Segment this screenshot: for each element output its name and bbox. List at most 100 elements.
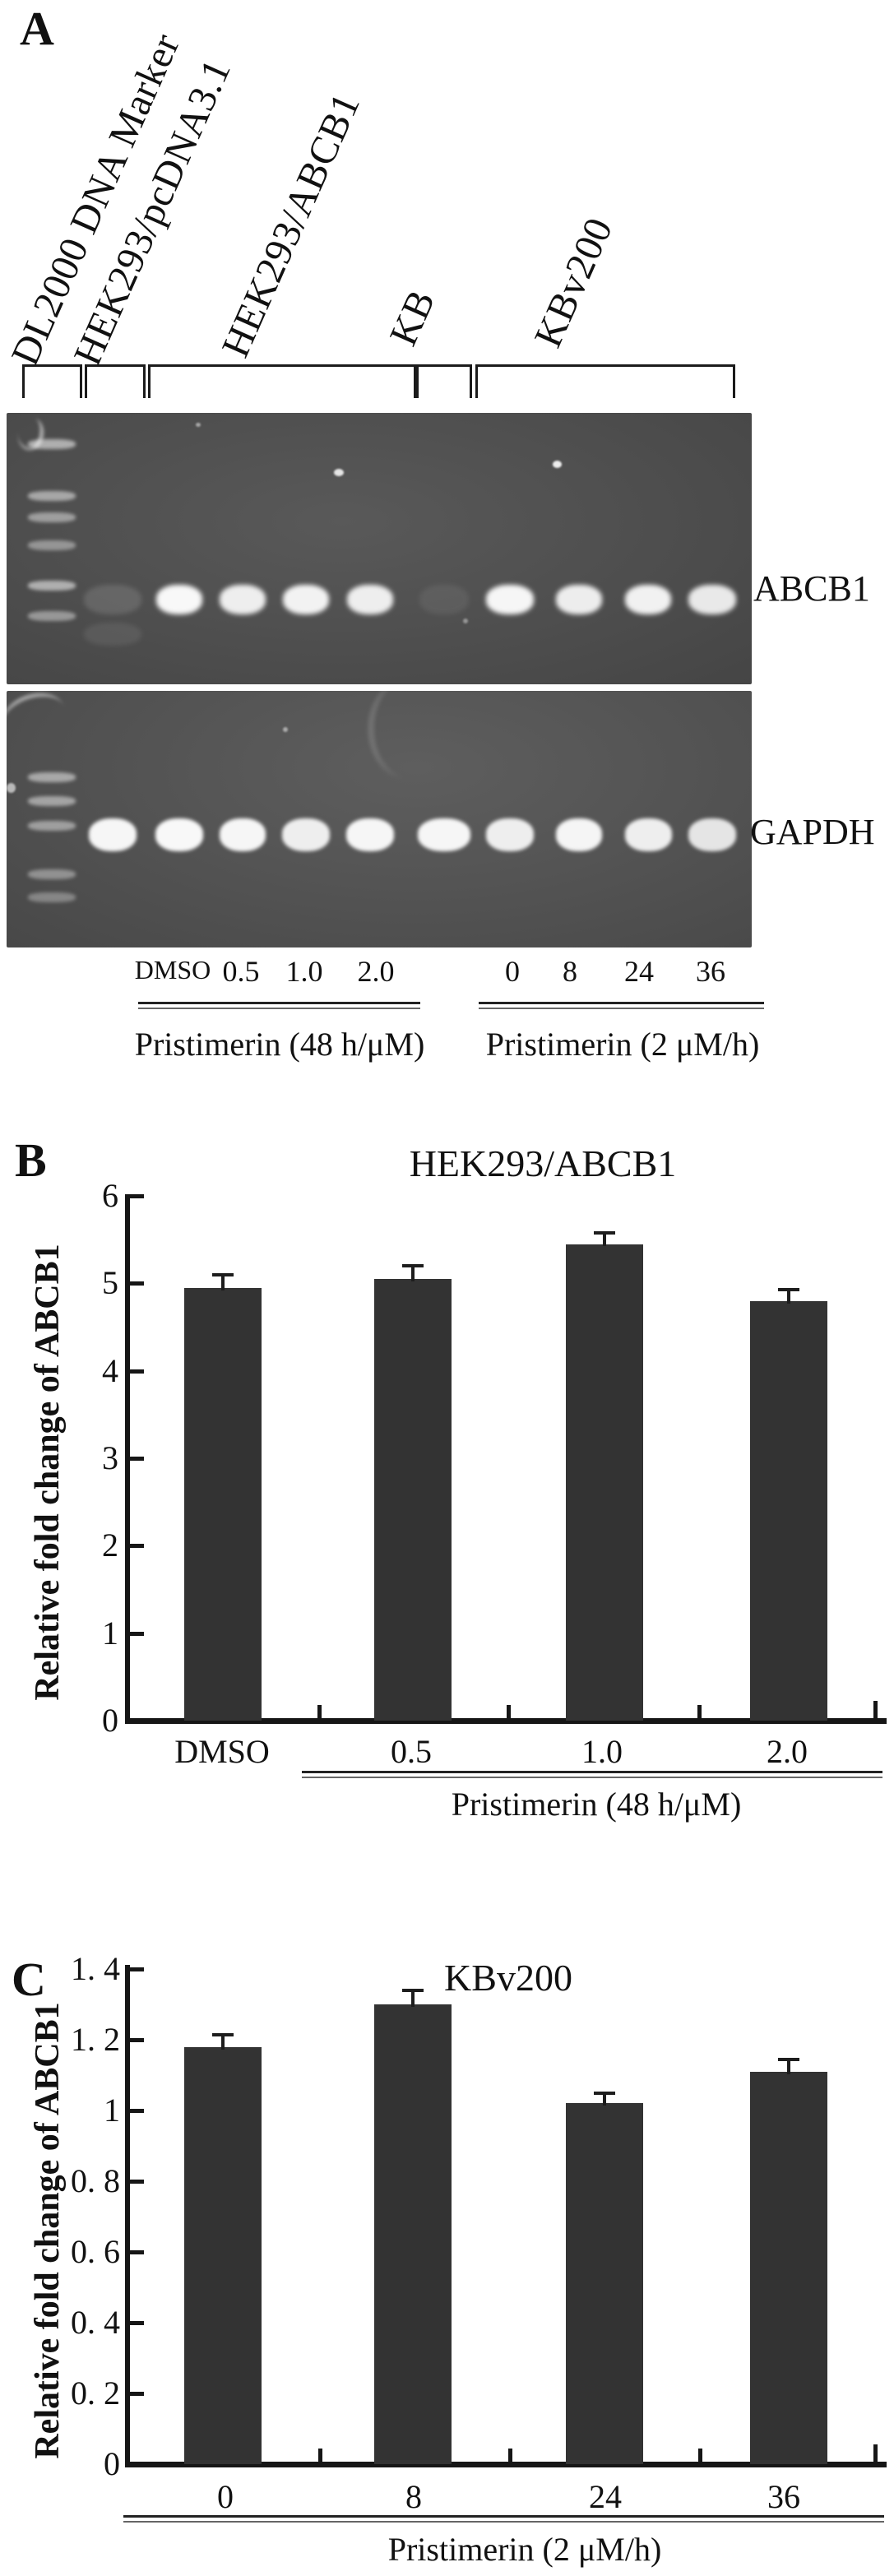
error-bar-stem xyxy=(221,2034,225,2050)
y-tick xyxy=(130,1369,144,1374)
y-tick xyxy=(130,2321,144,2325)
bar xyxy=(566,1244,643,1721)
ladder-band xyxy=(28,512,76,522)
x-category-label: DMSO xyxy=(174,1733,270,1770)
ladder-band xyxy=(28,540,76,550)
chart-b-x-axis-label: Pristimerin (48 h/μM) xyxy=(451,1786,742,1823)
gel-band xyxy=(556,818,602,851)
x-axis-end-tick xyxy=(873,2444,878,2462)
gel-band xyxy=(419,585,469,614)
treatment-underline xyxy=(479,1002,764,1009)
y-tick-label: 0. 4 xyxy=(71,2304,120,2341)
y-tick-label: 3 xyxy=(102,1439,118,1476)
gel-band-smear xyxy=(84,623,141,646)
error-bar-cap xyxy=(594,1230,615,1235)
x-category-label: 24 xyxy=(589,2478,622,2515)
gel-image-abcb1 xyxy=(7,413,752,684)
x-category-label: 2.0 xyxy=(767,1733,808,1770)
error-bar-stem xyxy=(603,1232,606,1247)
error-bar-stem xyxy=(411,1990,415,2007)
y-tick-label: 0 xyxy=(104,2445,120,2482)
ladder-band xyxy=(28,892,76,902)
gel-band xyxy=(89,818,137,851)
bar xyxy=(184,2046,262,2464)
gel-band xyxy=(624,818,672,851)
gel-band xyxy=(347,585,393,614)
y-axis xyxy=(125,1965,130,2467)
treatment-underline xyxy=(138,1002,420,1009)
y-tick-label: 0. 8 xyxy=(71,2162,120,2199)
y-tick xyxy=(130,1719,144,1723)
error-bar-stem xyxy=(603,2092,606,2106)
gel-speck xyxy=(463,619,468,623)
y-tick xyxy=(130,1281,144,1286)
y-tick-label: 0 xyxy=(102,1702,118,1739)
gel-band xyxy=(486,585,534,614)
lane-group-label-kbv200: KBv200 xyxy=(526,211,622,354)
ladder-band xyxy=(28,439,76,449)
y-tick-label: 5 xyxy=(102,1264,118,1302)
x-tick xyxy=(507,1705,511,1719)
gel-artifact xyxy=(368,691,447,778)
treatment-label-48h: Pristimerin (48 h/μM) xyxy=(134,1026,425,1063)
treatment-label-2um: Pristimerin (2 μM/h) xyxy=(485,1026,760,1063)
y-tick xyxy=(130,2392,144,2396)
gel-speck xyxy=(553,461,562,468)
error-bar-stem xyxy=(787,1289,790,1304)
error-bar-stem xyxy=(411,1266,415,1282)
gel-row-label-abcb1: ABCB1 xyxy=(753,568,870,609)
gel-band xyxy=(418,818,470,851)
y-tick xyxy=(130,1194,144,1199)
error-bar-cap xyxy=(212,2032,234,2036)
error-bar-cap xyxy=(778,2057,799,2061)
gel-band xyxy=(688,585,736,614)
x-tick xyxy=(698,2449,702,2462)
gel-band xyxy=(283,585,329,614)
x-axis xyxy=(125,1718,887,1724)
ladder-band xyxy=(28,869,76,879)
x-tick xyxy=(318,2449,322,2462)
x-axis xyxy=(125,2462,887,2467)
y-tick-label: 1 xyxy=(104,2092,120,2129)
x-category-label: 8 xyxy=(405,2478,422,2515)
error-bar-cap xyxy=(594,2091,615,2095)
lane-label: 0 xyxy=(505,955,520,988)
error-bar-cap xyxy=(212,1272,234,1276)
gel-band xyxy=(156,585,202,614)
lane-label: 8 xyxy=(563,955,577,988)
bar xyxy=(374,1279,452,1721)
chart-c-x-axis-label: Pristimerin (2 μM/h) xyxy=(387,2531,662,2568)
error-bar-cap xyxy=(778,1287,799,1291)
chart-b-xlabel-underline xyxy=(302,1771,882,1778)
bar xyxy=(184,1287,262,1721)
x-category-label: 36 xyxy=(767,2478,800,2515)
y-axis xyxy=(125,1194,130,1724)
lane-label: 24 xyxy=(624,955,654,988)
gel-row-label-gapdh: GAPDH xyxy=(750,812,875,852)
x-tick xyxy=(508,2449,512,2462)
error-bar-stem xyxy=(787,2059,790,2074)
chart-c-title: KBv200 xyxy=(444,1957,572,1999)
gel-band xyxy=(282,818,330,851)
bar xyxy=(750,2071,827,2464)
error-bar-cap xyxy=(402,1988,424,1992)
y-tick-label: 4 xyxy=(102,1351,118,1389)
bar xyxy=(750,1300,827,1721)
x-tick xyxy=(317,1705,322,1719)
lane-label: 0.5 xyxy=(222,955,260,988)
y-tick-label: 2 xyxy=(102,1527,118,1564)
ladder-band xyxy=(28,821,76,831)
lane-label: 2.0 xyxy=(357,955,395,988)
x-category-label: 1.0 xyxy=(581,1733,623,1770)
y-tick xyxy=(130,1967,144,1971)
gel-band xyxy=(346,818,394,851)
y-tick xyxy=(130,1544,144,1549)
lane-group-label-hek293-abcb1: HEK293/ABCB1 xyxy=(213,86,369,364)
bar xyxy=(374,2004,452,2464)
chart-b-title: HEK293/ABCB1 xyxy=(409,1142,677,1184)
lane-group-bracket xyxy=(475,364,735,398)
lane-group-bracket xyxy=(416,364,472,398)
lane-label: 36 xyxy=(696,955,725,988)
chart-c-xlabel-underline xyxy=(123,2515,884,2523)
